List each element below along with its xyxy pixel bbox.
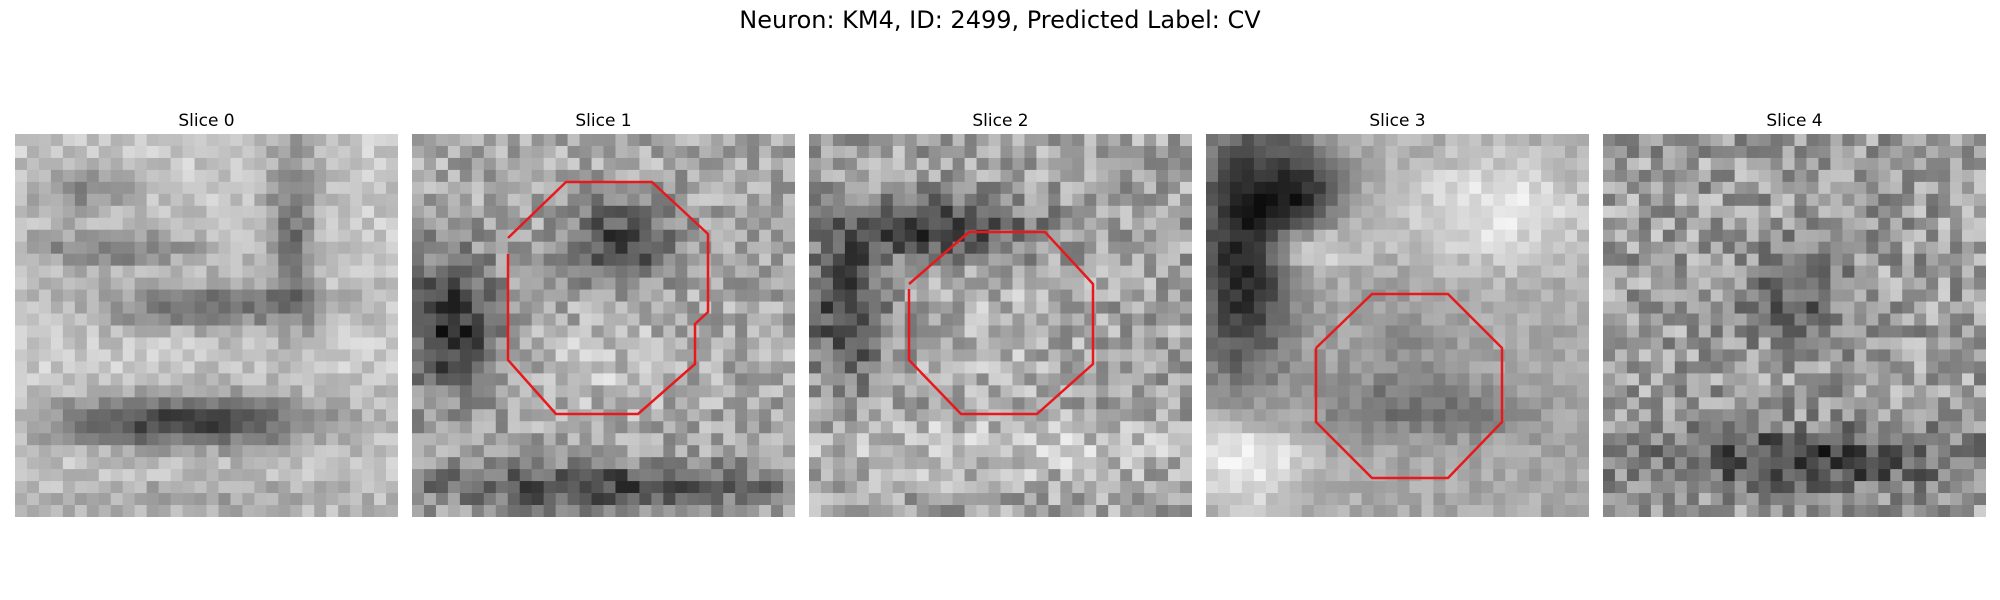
slice-image-3: [1206, 134, 1589, 517]
roi-outline: [1314, 292, 1504, 480]
slice-title: Slice 0: [178, 111, 235, 131]
slice-panel-1: Slice 1: [412, 108, 795, 517]
slice-panel-0: Slice 0: [15, 108, 398, 517]
slice-image-4: [1603, 134, 1986, 517]
slice-panel-4: Slice 4: [1603, 108, 1986, 517]
slice-title: Slice 1: [575, 111, 632, 131]
slice-title: Slice 2: [972, 111, 1029, 131]
slice-image-1: [412, 134, 795, 517]
slice-title: Slice 4: [1766, 111, 1823, 131]
roi-outline: [506, 180, 710, 416]
roi-outline: [907, 230, 1095, 416]
slice-image-0: [15, 134, 398, 517]
slice-panel-3: Slice 3: [1206, 108, 1589, 517]
slice-title: Slice 3: [1369, 111, 1426, 131]
slice-image-2: [809, 134, 1192, 517]
slice-panel-2: Slice 2: [809, 108, 1192, 517]
figure-title: Neuron: KM4, ID: 2499, Predicted Label: …: [739, 6, 1261, 34]
